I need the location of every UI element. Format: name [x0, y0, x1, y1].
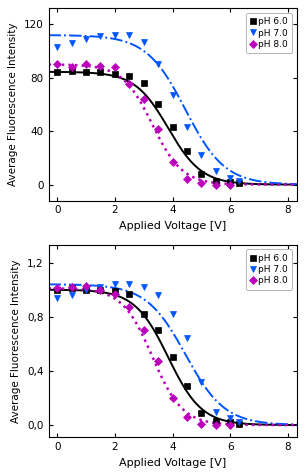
Y-axis label: Average Fluorescence Intensity: Average Fluorescence Intensity	[8, 23, 18, 186]
Legend: pH 6.0, pH 7.0, pH 8.0: pH 6.0, pH 7.0, pH 8.0	[246, 13, 292, 53]
X-axis label: Applied Voltage [V]: Applied Voltage [V]	[119, 457, 226, 467]
X-axis label: Applied Voltage [V]: Applied Voltage [V]	[119, 221, 226, 231]
Y-axis label: Average Fluorescence Intensity: Average Fluorescence Intensity	[12, 259, 21, 423]
Legend: pH 6.0, pH 7.0, pH 8.0: pH 6.0, pH 7.0, pH 8.0	[246, 249, 292, 290]
